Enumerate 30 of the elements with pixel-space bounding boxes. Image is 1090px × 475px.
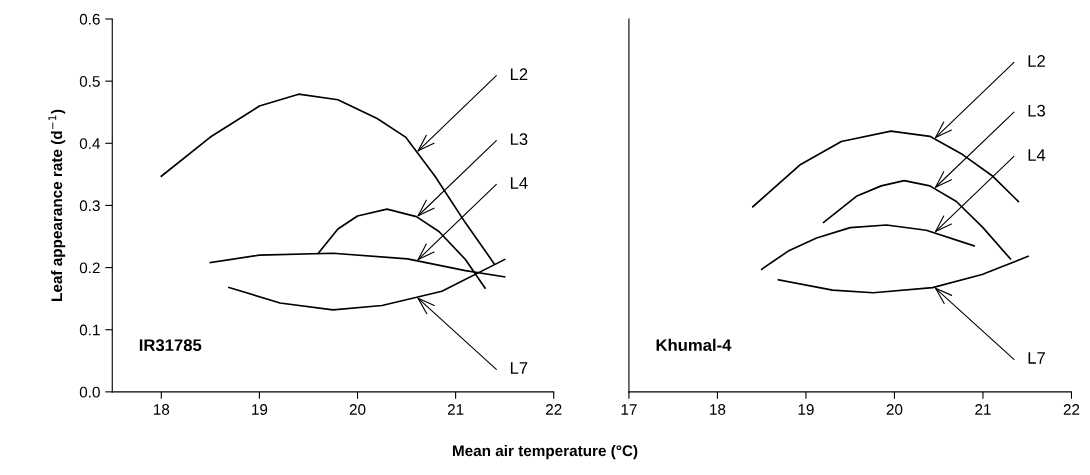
x-tick-label: 20 — [886, 404, 903, 415]
y-tick-label: 0.5 — [79, 76, 100, 87]
text: L7 — [510, 362, 528, 374]
y-axis-title: Leaf appearance rate (d$^{−1}$) — [48, 109, 66, 301]
y-tick-label: 0.1 — [79, 324, 100, 336]
x-tick-label: 22 — [545, 404, 562, 415]
x-tick-label: 19 — [798, 404, 814, 415]
annotation: IR31785 — [139, 339, 202, 352]
y-tick-label: 0.2 — [79, 262, 100, 274]
x-tick-label: 21 — [975, 404, 991, 415]
annotation: Khumal-4 — [656, 338, 732, 352]
x-tick-label: 20 — [349, 404, 366, 415]
x-tick-label: 19 — [252, 404, 268, 415]
x-tick-label: 18 — [710, 404, 726, 415]
y-tick-label: 0.3 — [79, 200, 100, 212]
text: L4 — [1028, 149, 1046, 161]
y-tick-label: 0.6 — [79, 13, 100, 25]
text: L2 — [510, 68, 528, 81]
text: L7 — [1028, 352, 1045, 364]
y-tick-label: 0.0 — [79, 386, 100, 398]
text: L2 — [1028, 55, 1045, 67]
y-tick-label: 0.4 — [79, 138, 101, 149]
x-tick-label: 17 — [621, 404, 637, 415]
text: L4 — [510, 177, 528, 189]
text: L3 — [510, 133, 528, 146]
x-tick-label: 21 — [447, 404, 464, 415]
x-axis-title: Mean air temperature (°C) — [452, 444, 638, 460]
x-tick-label: 22 — [1063, 404, 1080, 415]
text: L3 — [1028, 104, 1046, 117]
x-tick-label: 18 — [153, 404, 170, 415]
